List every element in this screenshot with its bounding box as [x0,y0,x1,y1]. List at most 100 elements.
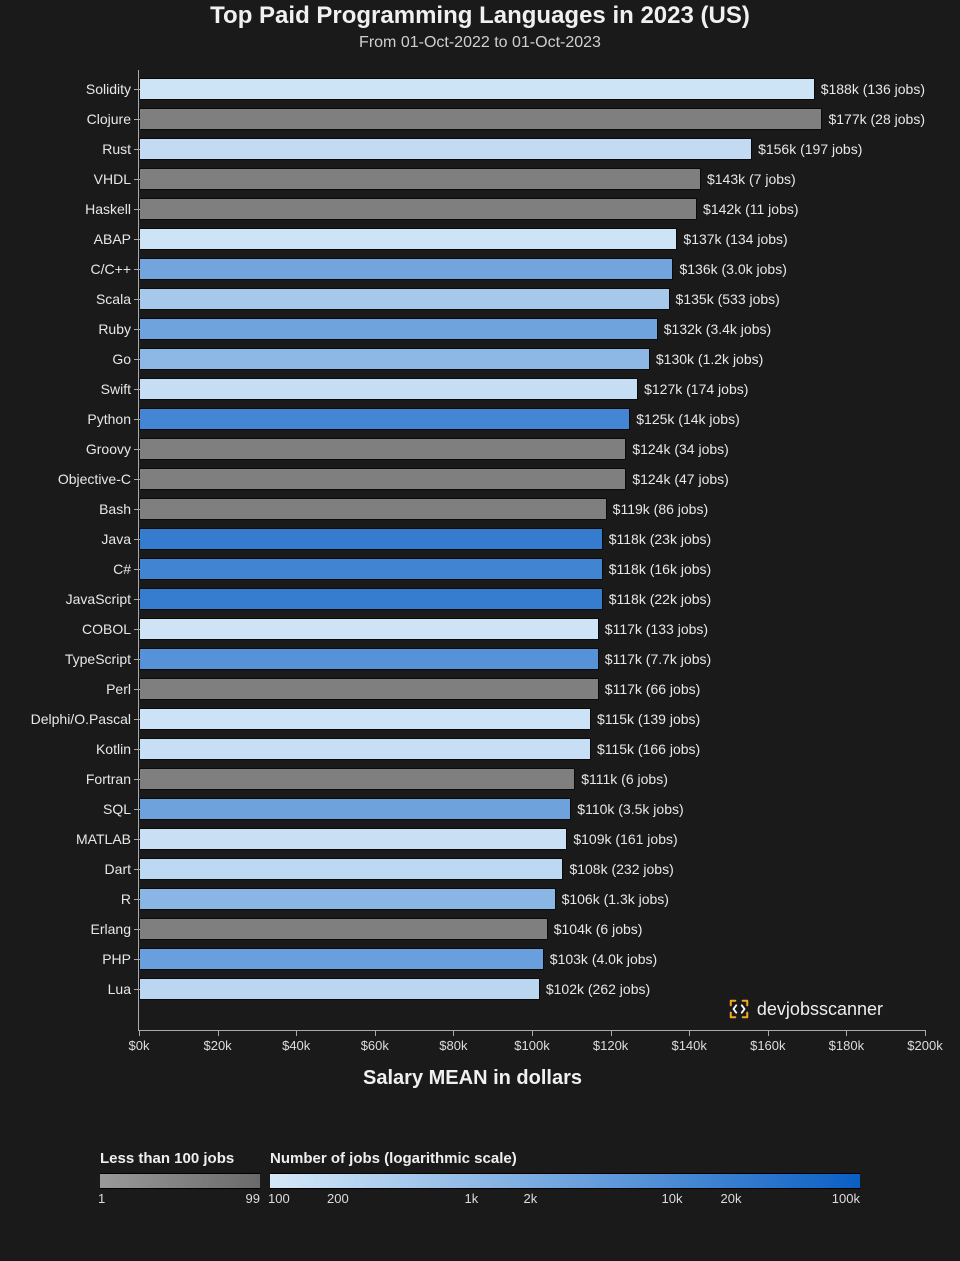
y-category-label: Python [87,411,139,427]
bar-row: Haskell$142k (11 jobs) [139,194,925,224]
y-category-label: MATLAB [76,831,139,847]
bar-value-label: $117k (133 jobs) [605,621,708,637]
bar-row: Python$125k (14k jobs) [139,404,925,434]
bar-row: Rust$156k (197 jobs) [139,134,925,164]
x-tick-label: $160k [750,1038,785,1053]
bar-row: COBOL$117k (133 jobs) [139,614,925,644]
bar [139,258,673,280]
bar [139,198,697,220]
bar [139,768,575,790]
bar [139,168,701,190]
bar-value-label: $132k (3.4k jobs) [664,321,771,337]
x-tick-label: $200k [907,1038,942,1053]
bar [139,858,563,880]
bar [139,948,544,970]
legend-lt100-title: Less than 100 jobs [100,1150,270,1167]
bar-row: JavaScript$118k (22k jobs) [139,584,925,614]
bar-value-label: $188k (136 jobs) [821,81,925,97]
bar-value-label: $103k (4.0k jobs) [550,951,657,967]
bar-row: Scala$135k (533 jobs) [139,284,925,314]
bar-row: Delphi/O.Pascal$115k (139 jobs) [139,704,925,734]
bar [139,978,540,1000]
bar [139,798,571,820]
bar [139,138,752,160]
bar-row: R$106k (1.3k jobs) [139,884,925,914]
bar [139,498,607,520]
bar [139,378,638,400]
bar-value-label: $117k (7.7k jobs) [605,651,711,667]
x-tick-label: $180k [829,1038,864,1053]
x-tick-label: $100k [514,1038,549,1053]
bar-row: Java$118k (23k jobs) [139,524,925,554]
legend-color-tick: 20k [721,1191,742,1206]
bar-row: Erlang$104k (6 jobs) [139,914,925,944]
bar [139,558,603,580]
legend-scale-title: Number of jobs (logarithmic scale) [270,1150,860,1167]
bar-value-label: $118k (22k jobs) [609,591,711,607]
bar-row: Fortran$111k (6 jobs) [139,764,925,794]
bar-row: PHP$103k (4.0k jobs) [139,944,925,974]
bar [139,408,630,430]
y-category-label: Solidity [86,81,139,97]
legend-color-tick: 100k [832,1191,860,1206]
y-category-label: Kotlin [96,741,139,757]
bar-row: Groovy$124k (34 jobs) [139,434,925,464]
bar [139,438,626,460]
x-tick-label: $20k [203,1038,231,1053]
x-tick [611,1030,612,1036]
bar-value-label: $109k (161 jobs) [573,831,677,847]
bar-row: Lua$102k (262 jobs) [139,974,925,1004]
bar [139,468,626,490]
bar-row: Ruby$132k (3.4k jobs) [139,314,925,344]
bar [139,318,658,340]
legend-color-scale: 1002001k2k10k20k100k [270,1173,860,1189]
y-category-label: JavaScript [66,591,139,607]
legend-color-tick: 100 [268,1191,290,1206]
x-tick-label: $40k [282,1038,310,1053]
x-tick [375,1030,376,1036]
x-tick [689,1030,690,1036]
bar-row: Perl$117k (66 jobs) [139,674,925,704]
bar [139,528,603,550]
bar-value-label: $130k (1.2k jobs) [656,351,763,367]
bar [139,78,815,100]
bar-row: SQL$110k (3.5k jobs) [139,794,925,824]
legend-color-tick: 10k [662,1191,683,1206]
y-category-label: Scala [96,291,139,307]
bar-value-label: $115k (166 jobs) [597,741,700,757]
bar-row: Swift$127k (174 jobs) [139,374,925,404]
bar [139,828,567,850]
bar-value-label: $119k (86 jobs) [613,501,708,517]
bar-value-label: $127k (174 jobs) [644,381,748,397]
y-category-label: TypeScript [65,651,139,667]
bar [139,228,677,250]
bar-value-label: $104k (6 jobs) [554,921,643,937]
bar [139,618,599,640]
bar [139,678,599,700]
bar-row: Dart$108k (232 jobs) [139,854,925,884]
chart: devjobsscanner $0k$20k$40k$60k$80k$100k$… [20,70,925,1090]
page: Top Paid Programming Languages in 2023 (… [0,0,960,1261]
bar-row: Kotlin$115k (166 jobs) [139,734,925,764]
bar-value-label: $135k (533 jobs) [676,291,780,307]
bar-row: Solidity$188k (136 jobs) [139,74,925,104]
bar-value-label: $117k (66 jobs) [605,681,700,697]
bar [139,108,822,130]
y-category-label: COBOL [82,621,139,637]
legend-gray-scale: 1 99 [100,1173,260,1189]
x-tick-label: $0k [129,1038,150,1053]
bar-value-label: $156k (197 jobs) [758,141,862,157]
x-tick [296,1030,297,1036]
y-category-label: Fortran [86,771,139,787]
legend-color-tick: 2k [523,1191,537,1206]
bar-row: Bash$119k (86 jobs) [139,494,925,524]
bar-value-label: $125k (14k jobs) [636,411,740,427]
x-tick [218,1030,219,1036]
bar-row: Objective-C$124k (47 jobs) [139,464,925,494]
bar [139,888,556,910]
x-axis-title: Salary MEAN in dollars [20,1067,925,1090]
bar-value-label: $118k (23k jobs) [609,531,711,547]
bar-row: MATLAB$109k (161 jobs) [139,824,925,854]
bar-row: C/C++$136k (3.0k jobs) [139,254,925,284]
bar-row: Go$130k (1.2k jobs) [139,344,925,374]
